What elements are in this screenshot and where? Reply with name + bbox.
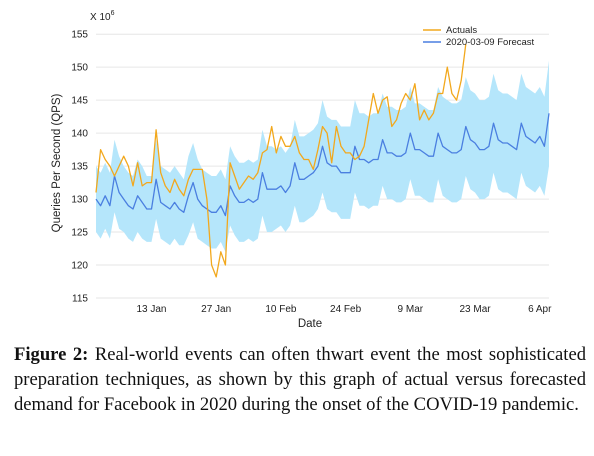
caption-text: Real-world events can often thwart event… (14, 344, 587, 415)
series-lines (95, 44, 550, 278)
y-tick-label: 115 (72, 294, 88, 305)
y-multiplier-base: X 10 (90, 12, 111, 23)
forecast-band (96, 60, 549, 252)
y-tick-label: 135 (71, 162, 88, 173)
y-tick-label: 155 (71, 30, 88, 41)
y-tick-labels: 115 120 125 130 135 140 145 150 155 (71, 30, 88, 305)
x-axis-label: Date (298, 318, 322, 330)
y-tick-label: 125 (71, 228, 88, 239)
x-tick-labels: 13 Jan 27 Jan 10 Feb 24 Feb 9 Mar 23 Mar 6 Apr (136, 304, 552, 315)
figure-caption: Figure 2: Real-world events can often th… (14, 342, 586, 417)
chart: 115 120 125 130 135 140 145 150 155 13 Jan 27 Jan… (51, 10, 552, 330)
y-tick-label: 145 (71, 96, 88, 107)
x-tick-label: 23 Mar (459, 304, 491, 315)
y-tick-label: 150 (71, 63, 88, 74)
legend: Actuals 2020-03-09 Forecast (423, 25, 535, 48)
y-tick-label: 140 (71, 129, 88, 140)
y-multiplier-exp: 6 (111, 10, 115, 17)
y-tick-label: 130 (71, 195, 88, 206)
forecast-line (95, 113, 550, 217)
x-tick-label: 27 Jan (201, 304, 231, 315)
y-multiplier: X 106 (90, 10, 115, 23)
caption-label: Figure 2: (14, 344, 89, 365)
forecast-band-group (96, 60, 549, 252)
actuals-line (95, 44, 467, 278)
legend-forecast-label: 2020-03-09 Forecast (446, 37, 535, 48)
x-tick-label: 24 Feb (330, 304, 362, 315)
legend-actuals-label: Actuals (446, 25, 477, 36)
y-axis-label: Queries Per Second (QPS) (51, 93, 63, 232)
x-tick-label: 10 Feb (265, 304, 297, 315)
x-tick-label: 6 Apr (528, 304, 552, 315)
y-tick-label: 120 (71, 261, 88, 272)
x-tick-label: 13 Jan (136, 304, 166, 315)
x-tick-label: 9 Mar (398, 304, 424, 315)
